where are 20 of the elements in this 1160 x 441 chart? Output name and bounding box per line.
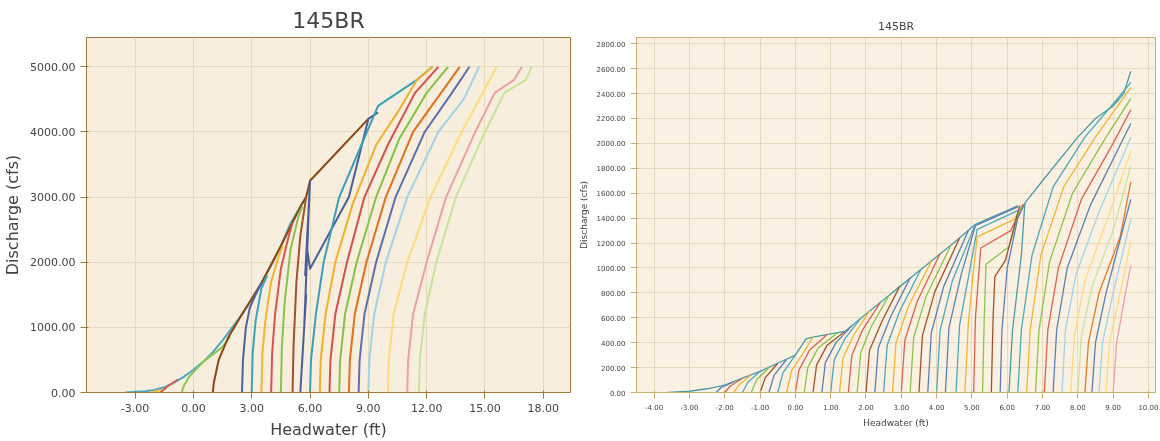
x-axis-title: Headwater (ft) bbox=[270, 419, 387, 439]
x-tick-label: 6.00 bbox=[297, 401, 323, 415]
y-tick-label: 5000.00 bbox=[30, 60, 76, 74]
x-tick-label: 0.00 bbox=[181, 401, 206, 415]
x-tick-label: 9.00 bbox=[356, 401, 381, 415]
y-tick-label: 3000.00 bbox=[30, 191, 76, 205]
chart-title: 145BR bbox=[877, 19, 915, 33]
y-axis-title: Discharge (cfs) bbox=[578, 181, 589, 249]
y-tick-label: 1000.00 bbox=[30, 321, 76, 335]
x-tick-label: 3.00 bbox=[239, 401, 264, 415]
x-axis-title: Headwater (ft) bbox=[863, 417, 929, 428]
x-tick-label: -3.00 bbox=[120, 401, 150, 415]
x-tick-label: 15.00 bbox=[469, 401, 501, 415]
y-tick-label: 0.00 bbox=[51, 386, 76, 400]
y-tick-label: 4000.00 bbox=[30, 125, 76, 139]
y-axis-title: Discharge (cfs) bbox=[3, 154, 23, 276]
y-tick-label: 2000.00 bbox=[30, 256, 76, 270]
x-tick-label: 12.00 bbox=[410, 401, 443, 415]
chart-title: 145BR bbox=[292, 7, 365, 33]
x-tick-label: 18.00 bbox=[527, 401, 560, 415]
